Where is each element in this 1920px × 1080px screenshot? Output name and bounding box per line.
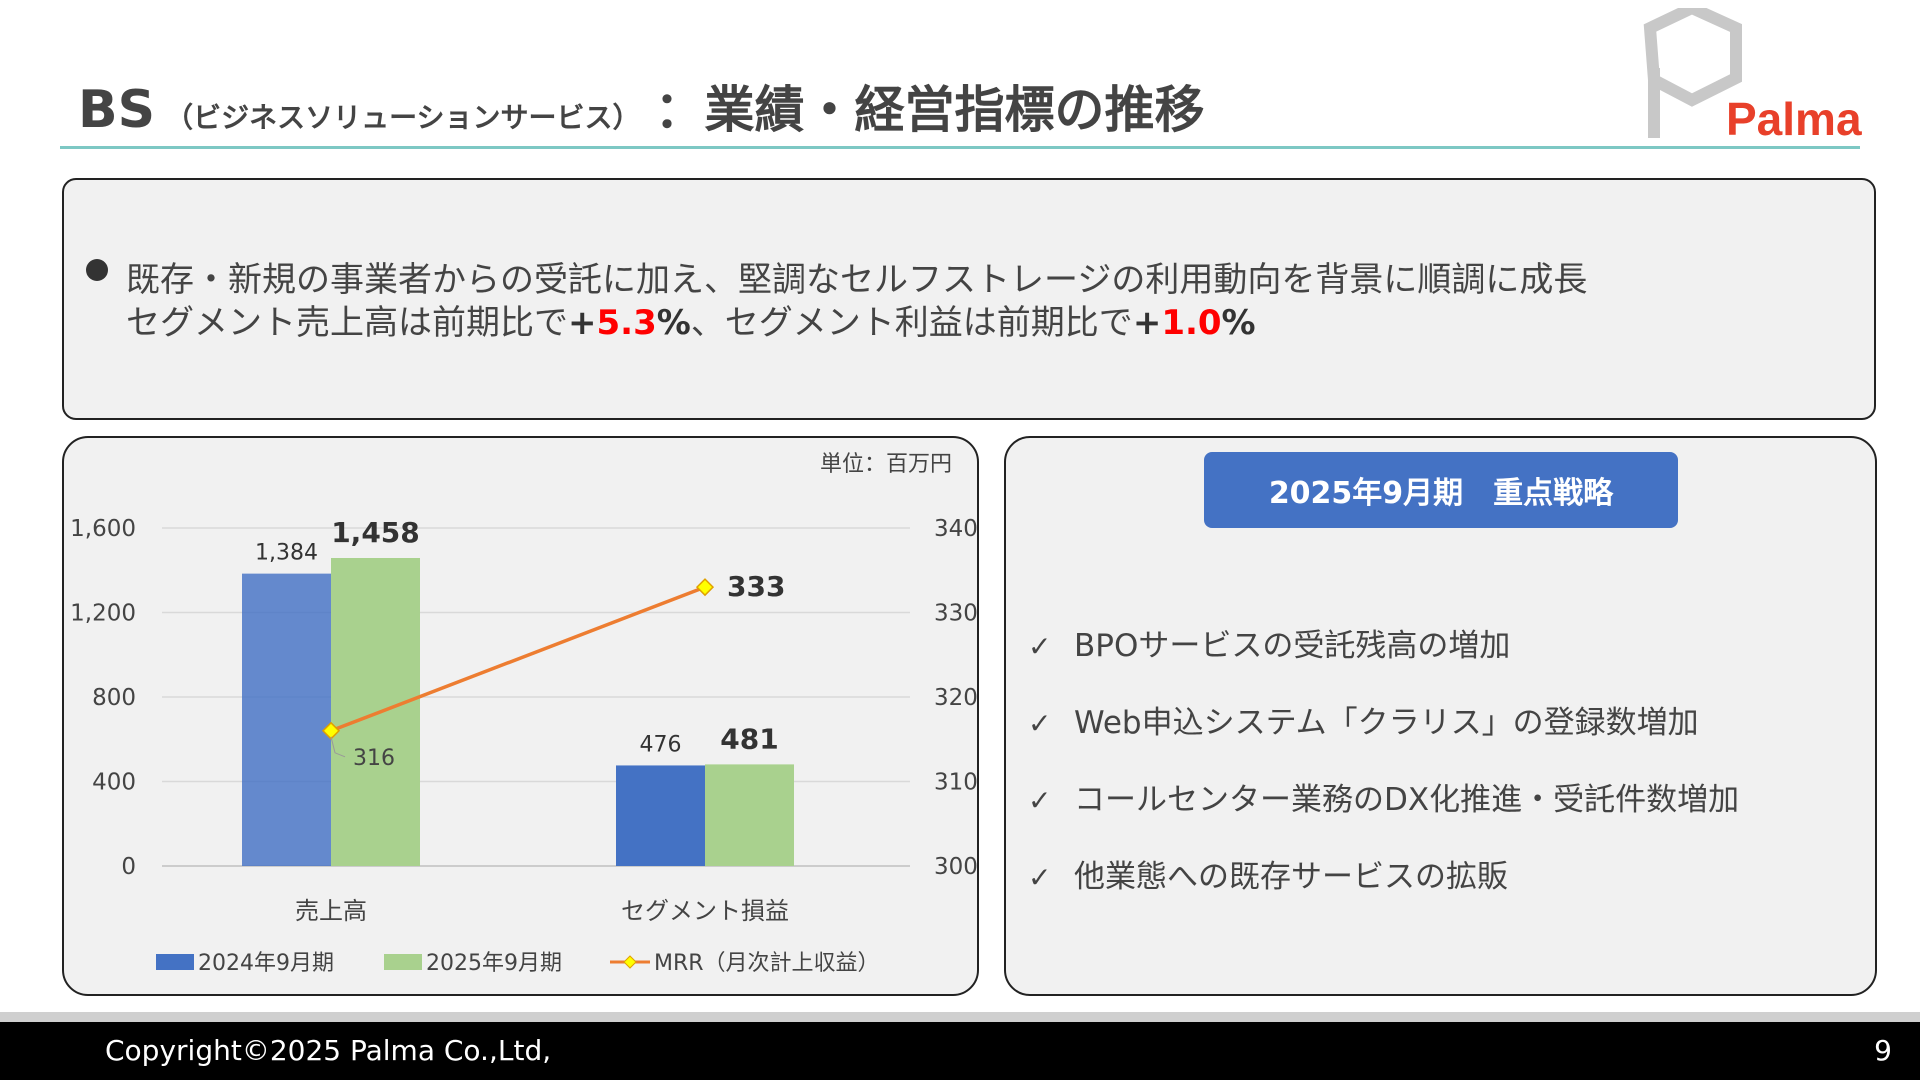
summary-text-a: セグメント売上高は前期比で — [126, 303, 568, 343]
y-axis-tick-label: 1,200 — [70, 601, 136, 627]
legend-marker — [623, 955, 637, 969]
summary-box: 既存・新規の事業者からの受託に加え、堅調なセルフストレージの利用動向を背景に順調… — [62, 178, 1876, 420]
y2-axis-tick-label: 300 — [934, 854, 977, 880]
logo-text: Palma — [1726, 93, 1862, 145]
check-icon: ✓ — [1028, 784, 1052, 817]
bar — [242, 573, 331, 866]
bar-data-label: 481 — [720, 722, 778, 755]
page-title-main: BS — [78, 80, 156, 140]
strategy-panel: 2025年9月期 重点戦略 ✓ BPOサービスの受託残高の増加 ✓ Web申込システ… — [1004, 436, 1877, 996]
title-underline — [60, 146, 1860, 149]
bar — [705, 764, 794, 866]
bar-data-label: 1,384 — [255, 541, 318, 566]
unit-label: 単位：百万円 — [820, 452, 953, 477]
copyright-text: Copyright©2025 Palma Co.,Ltd, — [105, 1034, 552, 1067]
profit-growth-percent: % — [1221, 303, 1256, 343]
check-icon: ✓ — [1028, 861, 1052, 894]
strategy-item-label: コールセンター業務のDX化推進・受託件数増加 — [1074, 782, 1740, 818]
mrr-leader-line — [330, 736, 346, 758]
page-number: 9 — [1874, 1034, 1892, 1067]
strategy-item: ✓ Web申込システム「クラリス」の登録数増加 — [1028, 697, 1699, 742]
y2-axis-tick-label: 310 — [934, 770, 977, 796]
strategy-item-label: 他業態への既存サービスの拡販 — [1074, 859, 1508, 895]
strategy-header: 2025年9月期 重点戦略 — [1204, 452, 1678, 528]
page-title: BS （ビジネスソリューションサービス） ：業績・経営指標の推移 — [78, 70, 1205, 140]
bar — [616, 765, 705, 866]
strategy-item-label: Web申込システム「クラリス」の登録数増加 — [1074, 705, 1699, 741]
summary-line-1: 既存・新規の事業者からの受託に加え、堅調なセルフストレージの利用動向を背景に順調… — [126, 260, 1588, 300]
bar-data-label: 1,458 — [331, 516, 420, 549]
profit-growth-sign: + — [1132, 303, 1162, 343]
profit-growth-value: 1.0 — [1161, 303, 1222, 343]
page-title-rest: ：業績・経営指標の推移 — [654, 81, 1205, 139]
y2-axis-tick-label: 320 — [934, 685, 977, 711]
sales-growth-sign: + — [568, 303, 597, 343]
category-label: セグメント損益 — [621, 897, 789, 925]
y2-axis-tick-label: 330 — [934, 601, 977, 627]
bullet-dot — [86, 259, 108, 281]
mrr-data-label: 333 — [727, 570, 785, 603]
bar-data-label: 476 — [640, 732, 682, 757]
mrr-data-label: 316 — [353, 746, 395, 771]
legend-label: 2024年9月期 — [198, 951, 334, 976]
legend-label: MRR（月次計上収益） — [654, 951, 880, 976]
y-axis-tick-label: 0 — [121, 854, 136, 880]
y-axis-tick-label: 400 — [92, 770, 136, 796]
strategy-item-label: BPOサービスの受託残高の増加 — [1074, 628, 1511, 664]
footer-divider — [0, 1012, 1920, 1022]
strategy-item: ✓ BPOサービスの受託残高の増加 — [1028, 620, 1510, 665]
legend-label: 2025年9月期 — [426, 951, 562, 976]
chart-panel: 単位：百万円 0 400 800 1,200 1,600 300 310 320 330 340 1… — [62, 436, 979, 996]
summary-line-2: セグメント売上高は前期比で+5.3%、セグメント利益は前期比で+1.0% — [126, 295, 1256, 344]
mrr-line — [330, 585, 706, 733]
sales-growth-percent: % — [656, 303, 691, 343]
strategy-item: ✓ コールセンター業務のDX化推進・受託件数増加 — [1028, 774, 1739, 819]
legend-swatch — [156, 954, 194, 970]
page-title-sub: （ビジネスソリューションサービス） — [165, 101, 641, 134]
summary-text-b: 、セグメント利益は前期比で — [690, 303, 1133, 343]
legend-swatch — [384, 954, 422, 970]
y-axis-tick-label: 1,600 — [70, 516, 136, 542]
footer: Copyright©2025 Palma Co.,Ltd, 9 — [0, 1022, 1920, 1080]
strategy-item: ✓ 他業態への既存サービスの拡販 — [1028, 851, 1508, 896]
check-icon: ✓ — [1028, 707, 1052, 740]
palma-logo-icon — [1643, 8, 1742, 138]
bar-line-chart: 0 400 800 1,200 1,600 300 310 320 330 340 1,384 1,4… — [70, 516, 977, 976]
check-icon: ✓ — [1028, 630, 1052, 663]
category-label: 売上高 — [295, 897, 367, 925]
y2-axis-tick-label: 340 — [934, 516, 977, 542]
mrr-point — [695, 578, 715, 597]
sales-growth-value: 5.3 — [596, 303, 657, 343]
y-axis-tick-label: 800 — [92, 685, 136, 711]
